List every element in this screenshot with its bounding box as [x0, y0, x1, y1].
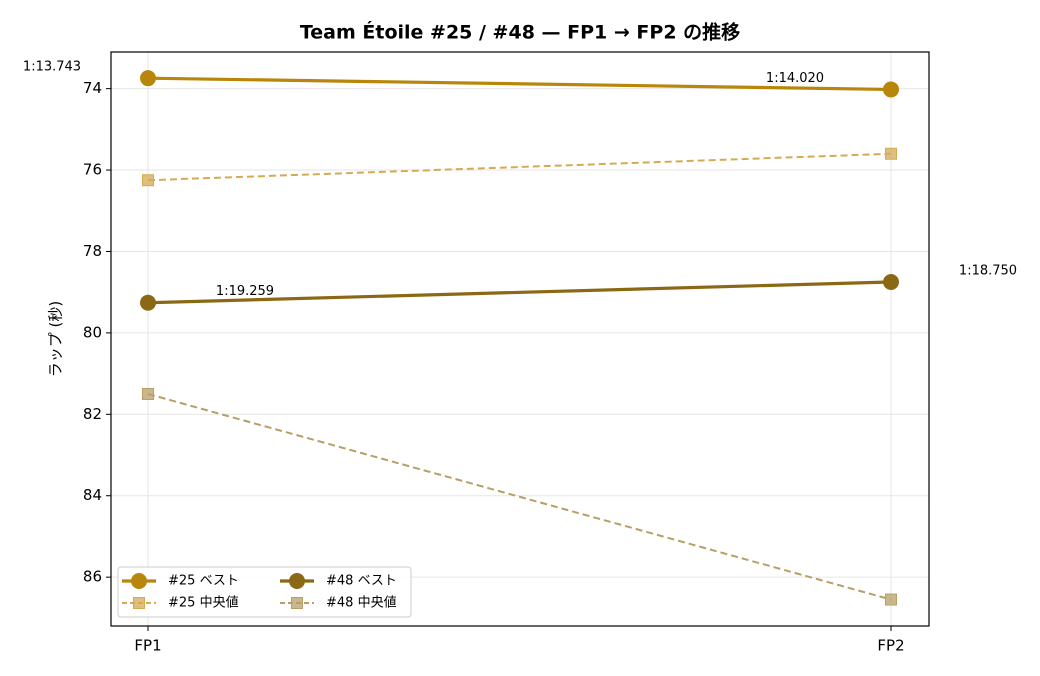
point — [885, 147, 897, 160]
legend-marker — [131, 573, 147, 589]
series-line — [147, 76, 892, 92]
point — [883, 81, 899, 98]
y-tick-label: 76 — [83, 161, 102, 179]
legend-marker — [133, 597, 145, 609]
value-label: 1:19.259 — [216, 284, 274, 299]
series-line — [147, 392, 892, 601]
y-tick-label: 86 — [83, 568, 102, 586]
x-tick-label: FP2 — [877, 637, 904, 655]
legend-label: #48 中央値 — [326, 595, 397, 611]
value-label: 1:18.750 — [959, 264, 1017, 279]
point — [883, 274, 899, 291]
point — [140, 70, 156, 87]
point — [885, 593, 897, 606]
value-label: 1:14.020 — [766, 71, 824, 86]
y-tick-label: 84 — [83, 486, 102, 504]
point — [142, 174, 154, 187]
legend-label: #25 ベスト — [168, 574, 239, 589]
legend-marker — [289, 573, 305, 589]
y-tick-label: 74 — [83, 79, 102, 97]
legend-box — [117, 566, 412, 618]
point — [140, 294, 156, 311]
series-line — [147, 152, 892, 182]
y-axis-label: ラップ (秒) — [47, 301, 65, 377]
x-tick-label: FP1 — [134, 637, 161, 655]
value-label: 1:13.743 — [23, 60, 81, 75]
y-tick-label: 78 — [83, 242, 102, 260]
legend-marker — [291, 597, 303, 609]
chart-title: Team Étoile #25 / #48 — FP1 → FP2 の推移 — [300, 21, 740, 44]
y-tick-label: 82 — [83, 405, 102, 423]
y-tick-label: 80 — [83, 323, 102, 341]
legend-label: #48 ベスト — [326, 574, 397, 589]
point — [142, 387, 154, 400]
plot-frame — [110, 51, 930, 627]
series-line — [147, 280, 892, 305]
legend-label: #25 中央値 — [168, 595, 239, 611]
